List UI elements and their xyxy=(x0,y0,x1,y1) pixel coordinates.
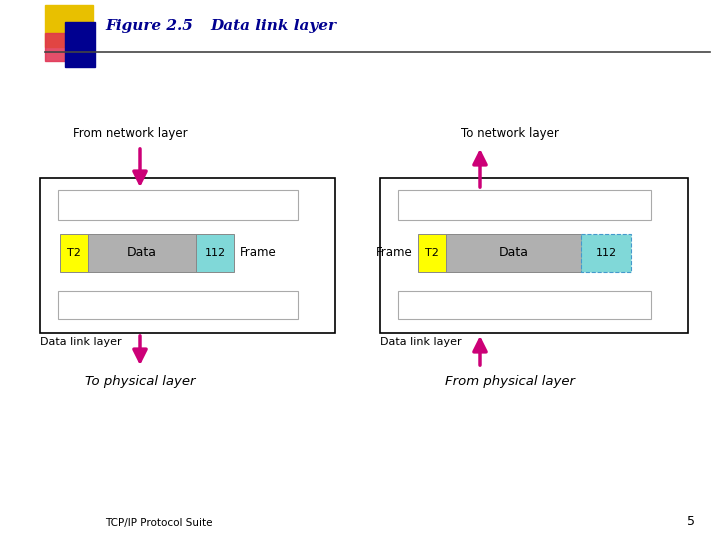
Text: TCP/IP Protocol Suite: TCP/IP Protocol Suite xyxy=(105,518,212,528)
Text: Frame: Frame xyxy=(377,246,413,260)
Bar xyxy=(58,291,298,319)
Text: T2: T2 xyxy=(425,248,439,258)
Bar xyxy=(45,5,93,47)
Bar xyxy=(88,234,196,272)
Bar xyxy=(65,22,95,67)
Bar xyxy=(398,291,651,319)
Text: To physical layer: To physical layer xyxy=(85,375,195,388)
Text: Data link layer: Data link layer xyxy=(380,337,462,347)
Text: 5: 5 xyxy=(687,515,695,528)
Text: Data: Data xyxy=(498,246,528,260)
Text: To network layer: To network layer xyxy=(461,127,559,140)
Bar xyxy=(398,190,651,220)
Bar xyxy=(380,178,688,333)
Bar xyxy=(581,234,631,272)
Text: From physical layer: From physical layer xyxy=(445,375,575,388)
Bar xyxy=(45,33,73,61)
Text: 112: 112 xyxy=(204,248,225,258)
Bar xyxy=(60,234,88,272)
Text: 112: 112 xyxy=(595,248,616,258)
Bar xyxy=(40,178,335,333)
Bar xyxy=(58,190,298,220)
Text: Data link layer: Data link layer xyxy=(210,19,336,33)
Bar xyxy=(196,234,234,272)
Text: Data link layer: Data link layer xyxy=(40,337,122,347)
Text: Figure 2.5: Figure 2.5 xyxy=(105,19,193,33)
Text: From network layer: From network layer xyxy=(73,127,187,140)
Bar xyxy=(446,234,581,272)
Text: T2: T2 xyxy=(67,248,81,258)
Text: Frame: Frame xyxy=(240,246,276,260)
Text: Data: Data xyxy=(127,246,157,260)
Bar xyxy=(418,234,446,272)
